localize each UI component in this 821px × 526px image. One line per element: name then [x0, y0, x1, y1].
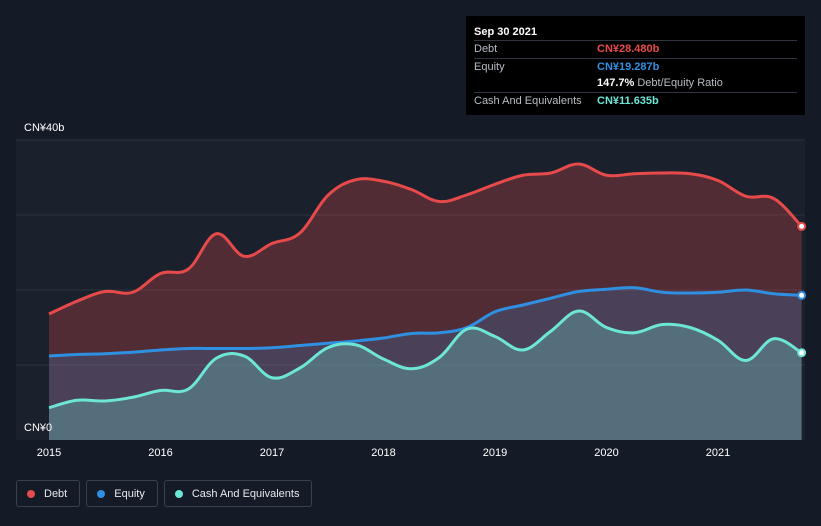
- debt-line: [48, 162, 803, 316]
- x-tick-label: 2021: [705, 447, 731, 459]
- equity-line: [48, 286, 802, 358]
- legend-equity-label: Equity: [114, 487, 145, 500]
- equity-area: [49, 287, 802, 440]
- data-tooltip: Sep 30 2021 Debt CN¥28.480b Equity CN¥19…: [466, 16, 805, 115]
- x-tick-label: 2019: [482, 447, 508, 459]
- legend-item-debt[interactable]: Debt: [16, 480, 81, 507]
- x-tick-label: 2015: [36, 447, 62, 459]
- tooltip-date: Sep 30 2021: [474, 26, 537, 38]
- debt-endpoint-marker: [797, 221, 807, 231]
- legend-item-cash[interactable]: Cash And Equivalents: [163, 480, 313, 507]
- tooltip-equity-row: Equity CN¥19.287b: [474, 57, 797, 76]
- cash-endpoint-marker: [797, 348, 807, 358]
- tooltip-equity-value: CN¥19.287b: [597, 60, 660, 73]
- legend-debt-label: Debt: [44, 487, 68, 500]
- tooltip-cash-value: CN¥11.635b: [597, 94, 659, 107]
- debt-area: [49, 163, 802, 441]
- legend-item-equity[interactable]: Equity: [86, 480, 158, 507]
- tooltip-debt-row: Debt CN¥28.480b: [474, 40, 797, 58]
- tooltip-cash-label: Cash And Equivalents: [474, 94, 582, 107]
- tooltip-debt-value: CN¥28.480b: [597, 43, 660, 55]
- x-tick-label: 2018: [371, 447, 396, 459]
- chart-legend: Debt Equity Cash And Equivalents: [16, 480, 313, 507]
- legend-cash-label: Cash And Equivalents: [191, 487, 300, 500]
- tooltip-cash-row: Cash And Equivalents CN¥11.635b: [474, 91, 797, 110]
- tooltip-ratio-label: Debt/Equity Ratio: [637, 77, 723, 89]
- x-tick-label: 2016: [148, 447, 173, 459]
- cash-area: [49, 310, 802, 440]
- debt-dot-icon: [27, 489, 35, 498]
- tooltip-ratio-value: 147.7%: [597, 77, 635, 89]
- equity-dot-icon: [97, 489, 106, 498]
- cash-dot-icon: [174, 489, 183, 498]
- cash-line: [48, 309, 803, 410]
- equity-endpoint-marker: [797, 290, 807, 300]
- y-axis-min-label: CN¥0: [24, 422, 53, 434]
- x-tick-label: 2020: [594, 447, 619, 459]
- tooltip-debt-label: Debt: [474, 43, 498, 55]
- tooltip-equity-label: Equity: [474, 60, 505, 73]
- y-axis-max-label: CN¥40b: [24, 122, 65, 134]
- tooltip-ratio-row: 147.7% Debt/Equity Ratio: [474, 75, 797, 92]
- x-tick-label: 2017: [259, 447, 285, 459]
